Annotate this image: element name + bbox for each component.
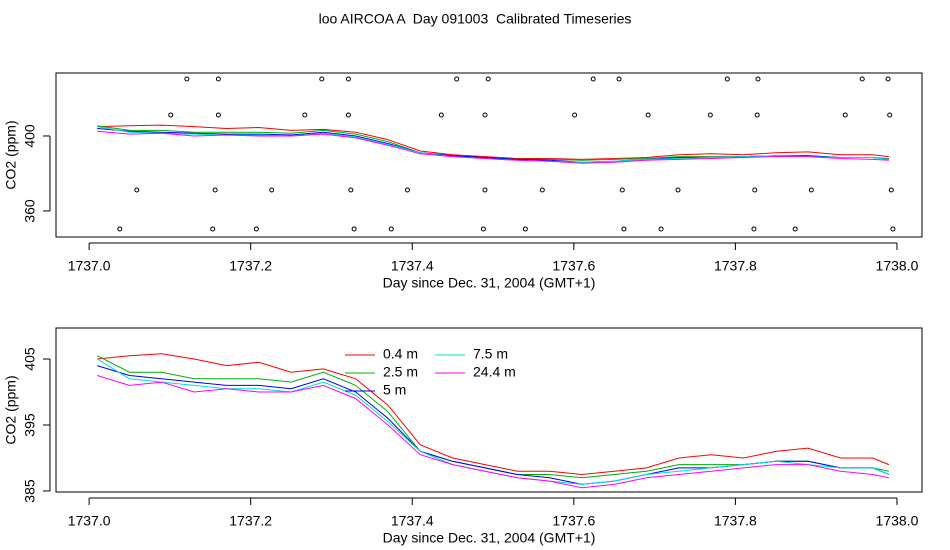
x-tick-label: 1737.8 bbox=[714, 513, 757, 529]
y-axis-label: CO2 (ppm) bbox=[3, 375, 19, 444]
y-tick-label: 395 bbox=[22, 413, 38, 437]
x-tick-label: 1737.4 bbox=[391, 513, 434, 529]
y-tick-label: 385 bbox=[22, 479, 38, 503]
x-tick-label: 1737.4 bbox=[391, 258, 434, 274]
point bbox=[888, 187, 894, 193]
x-tick-label: 1738.0 bbox=[876, 258, 919, 274]
point bbox=[842, 112, 848, 118]
point bbox=[319, 76, 325, 82]
legend-label: 0.4 m bbox=[383, 346, 418, 362]
point bbox=[887, 112, 893, 118]
x-tick-label: 1737.0 bbox=[68, 513, 111, 529]
x-tick-label: 1737.8 bbox=[714, 258, 757, 274]
series-line bbox=[97, 353, 890, 476]
point bbox=[253, 226, 259, 232]
point bbox=[522, 226, 528, 232]
point bbox=[117, 226, 123, 232]
point bbox=[184, 76, 190, 82]
point bbox=[345, 112, 351, 118]
point bbox=[269, 187, 275, 193]
plot-frame bbox=[55, 72, 923, 238]
point bbox=[885, 76, 891, 82]
point bbox=[707, 112, 713, 118]
point bbox=[215, 76, 221, 82]
x-tick-label: 1738.0 bbox=[876, 513, 919, 529]
point bbox=[792, 226, 798, 232]
point bbox=[859, 76, 865, 82]
point bbox=[890, 226, 896, 232]
point bbox=[404, 187, 410, 193]
point bbox=[345, 76, 351, 82]
point bbox=[454, 76, 460, 82]
point bbox=[485, 76, 491, 82]
x-tick-label: 1737.6 bbox=[552, 513, 595, 529]
point bbox=[480, 226, 486, 232]
point bbox=[212, 187, 218, 193]
point bbox=[658, 226, 664, 232]
point bbox=[619, 187, 625, 193]
point bbox=[645, 112, 651, 118]
point bbox=[302, 112, 308, 118]
x-tick-label: 1737.2 bbox=[229, 513, 272, 529]
legend-label: 5 m bbox=[383, 382, 406, 398]
point bbox=[168, 112, 174, 118]
legend-label: 24.4 m bbox=[473, 364, 516, 380]
point bbox=[215, 112, 221, 118]
y-tick-label: 400 bbox=[22, 124, 38, 148]
series-line bbox=[97, 130, 889, 164]
point bbox=[808, 187, 814, 193]
point bbox=[482, 187, 488, 193]
point bbox=[351, 226, 357, 232]
point bbox=[621, 226, 627, 232]
x-axis-label: Day since Dec. 31, 2004 (GMT+1) bbox=[383, 530, 596, 546]
x-tick-label: 1737.6 bbox=[552, 258, 595, 274]
chart-title: loo AIRCOA A Day 091003 Calibrated Times… bbox=[319, 11, 632, 27]
point bbox=[438, 112, 444, 118]
point bbox=[134, 187, 140, 193]
point bbox=[539, 187, 545, 193]
x-axis-label: Day since Dec. 31, 2004 (GMT+1) bbox=[383, 275, 596, 291]
point bbox=[388, 226, 394, 232]
point bbox=[590, 76, 596, 82]
series-line bbox=[97, 375, 889, 489]
point bbox=[751, 226, 757, 232]
point bbox=[210, 226, 216, 232]
y-axis-label: CO2 (ppm) bbox=[3, 120, 19, 189]
point bbox=[572, 112, 578, 118]
point bbox=[752, 187, 758, 193]
point bbox=[675, 187, 681, 193]
y-tick-label: 360 bbox=[22, 199, 38, 223]
plot-frame bbox=[55, 327, 923, 493]
legend-label: 2.5 m bbox=[383, 364, 418, 380]
point bbox=[724, 76, 730, 82]
point bbox=[755, 76, 761, 82]
y-tick-label: 405 bbox=[22, 347, 38, 371]
legend-label: 7.5 m bbox=[473, 346, 508, 362]
x-tick-label: 1737.2 bbox=[229, 258, 272, 274]
series-line bbox=[97, 125, 889, 161]
x-tick-label: 1737.0 bbox=[68, 258, 111, 274]
point bbox=[616, 76, 622, 82]
series-line bbox=[97, 124, 889, 160]
point bbox=[348, 187, 354, 193]
point bbox=[482, 112, 488, 118]
point bbox=[754, 112, 760, 118]
